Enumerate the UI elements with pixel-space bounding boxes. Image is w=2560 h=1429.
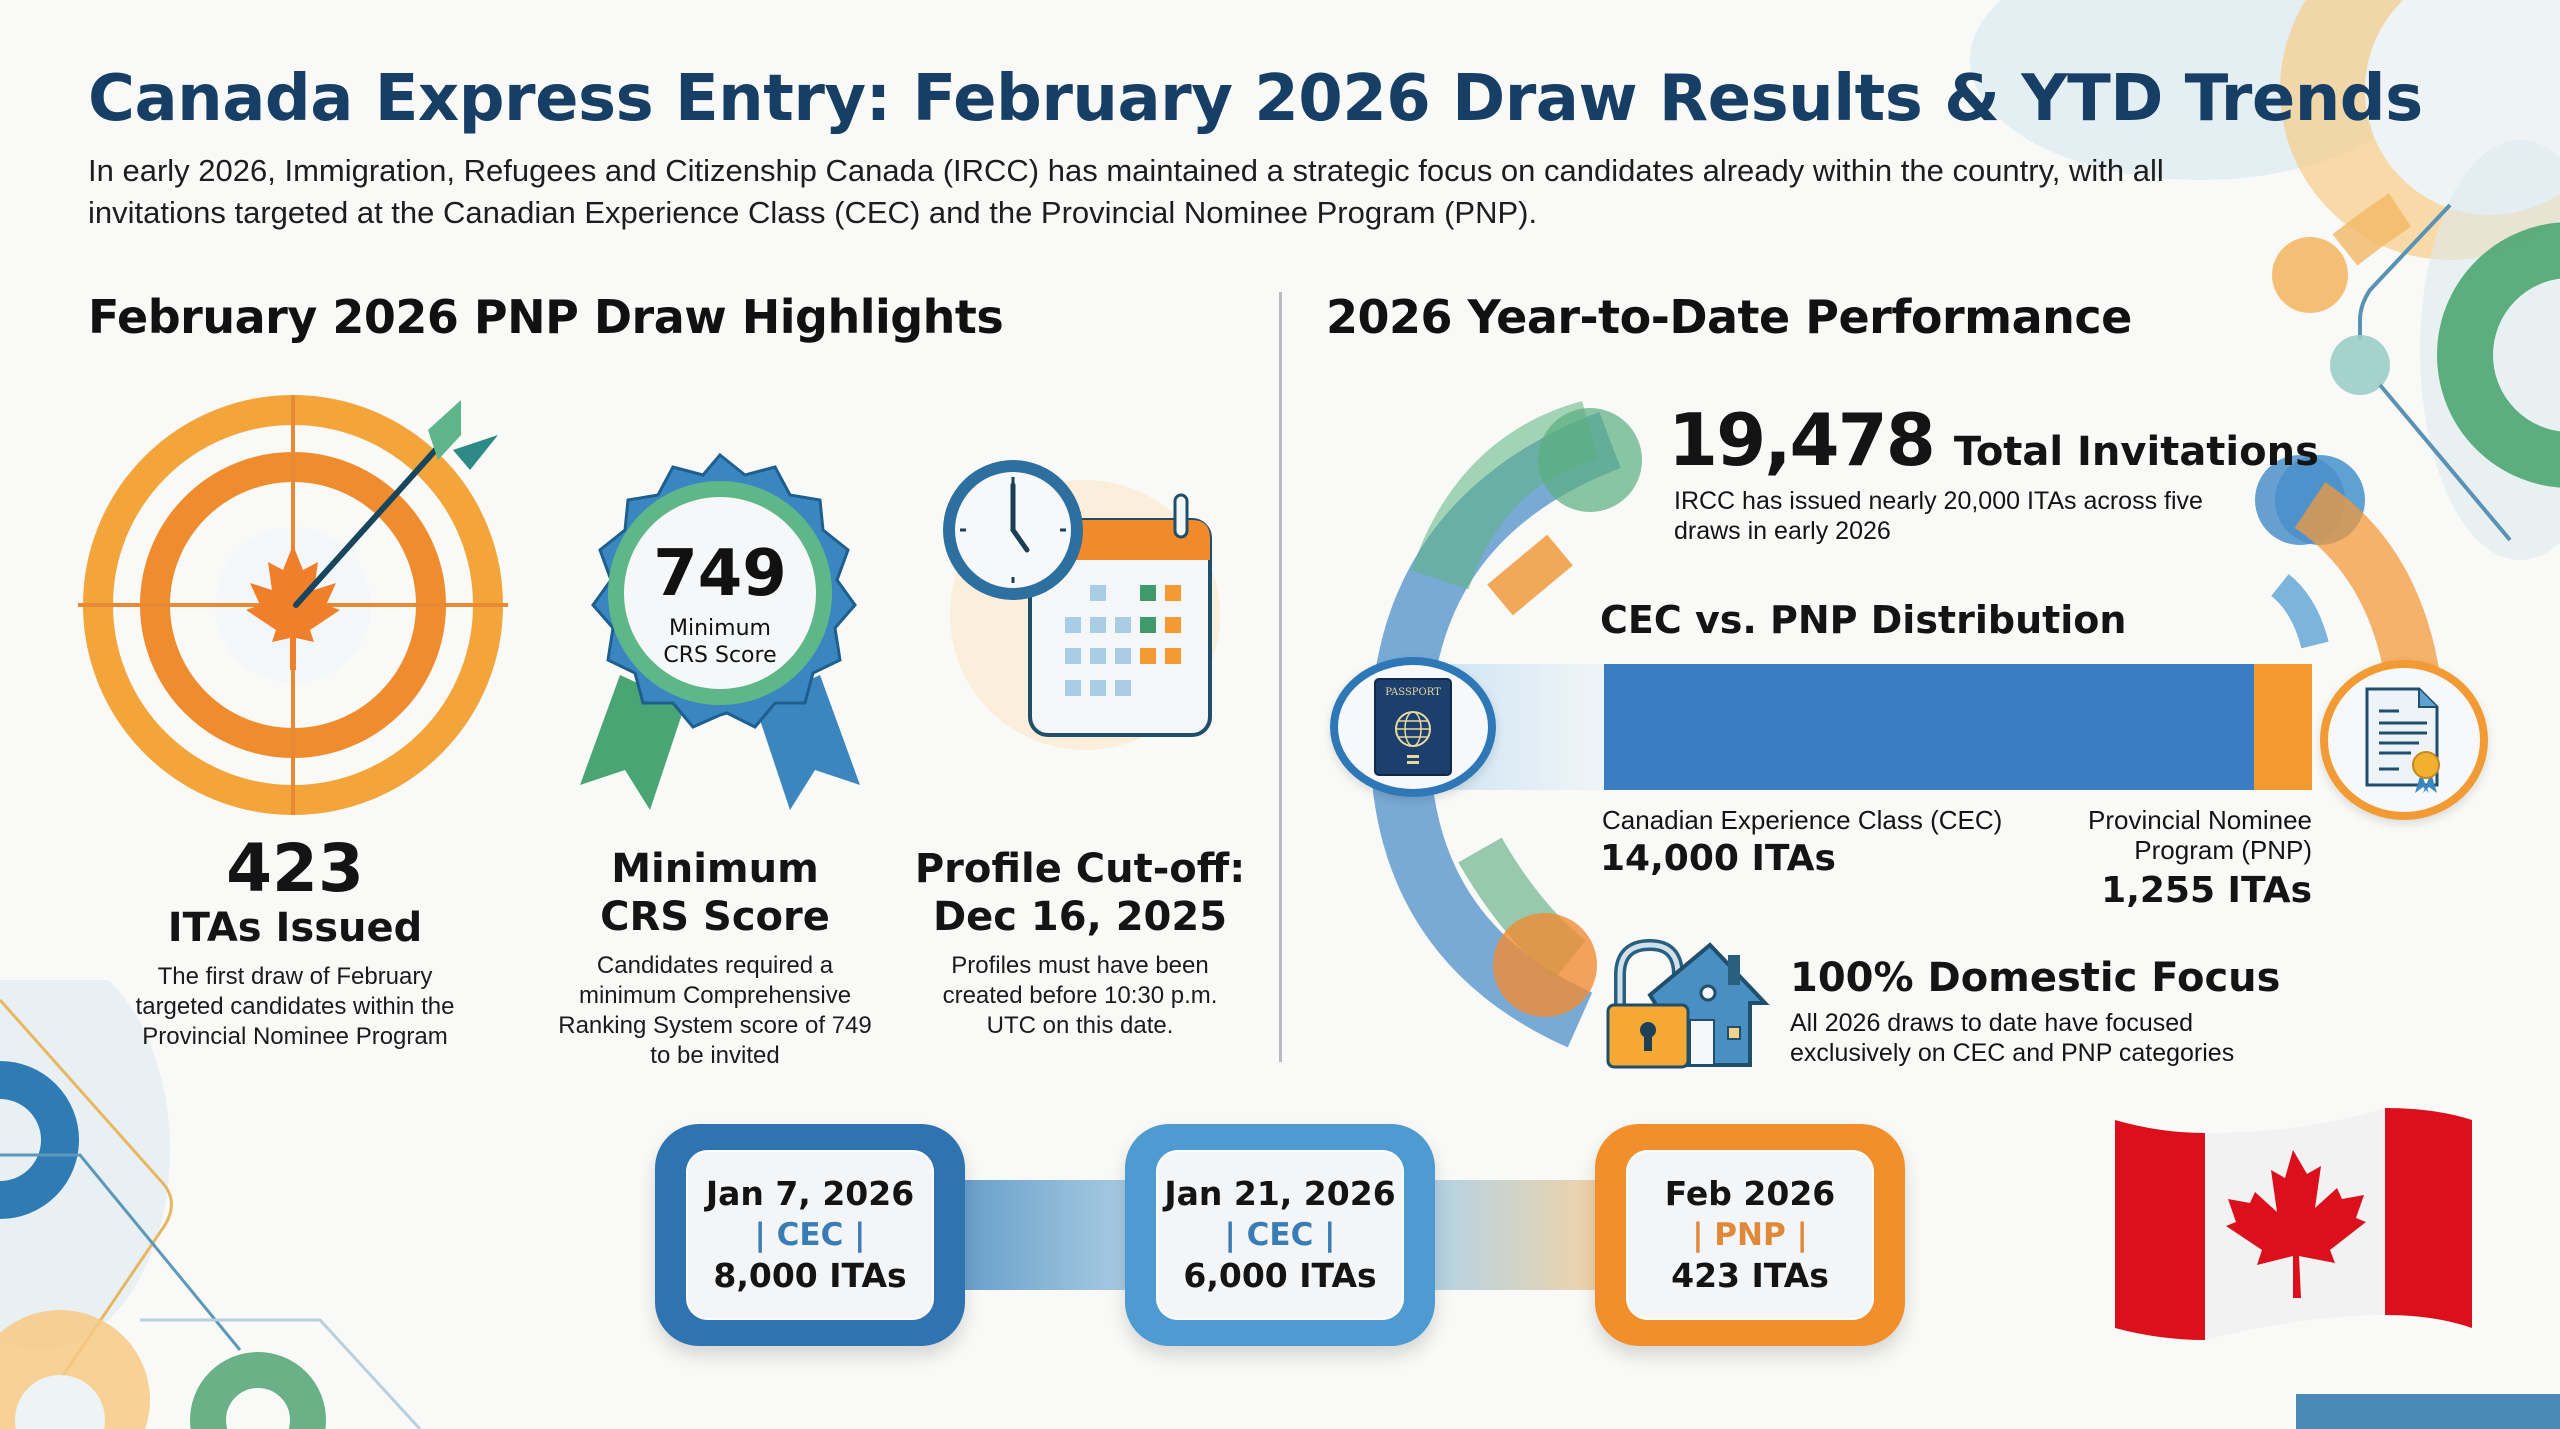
cec-value: 14,000 ITAs xyxy=(1600,838,1836,879)
itas-issued-title: ITAs Issued xyxy=(167,905,423,951)
certificate-icon xyxy=(2365,687,2440,793)
timeline-category: | PNP | xyxy=(1692,1217,1808,1253)
cec-bar-segment xyxy=(1604,664,2254,790)
pnp-bar-segment xyxy=(2253,664,2312,790)
total-invitations-label: Total Invitations xyxy=(1953,429,2319,475)
cutoff-title-2: Dec 16, 2025 xyxy=(932,894,1228,940)
lock-house-icon xyxy=(1606,938,1770,1069)
min-crs-description: Candidates required a minimum Comprehens… xyxy=(558,952,872,1069)
intro-paragraph: In early 2026, Immigration, Refugees and… xyxy=(88,153,2164,230)
timeline-card-jan-21: Jan 21, 2026 | CEC | 6,000 ITAs xyxy=(1125,1124,1435,1346)
timeline-date: Feb 2026 xyxy=(1664,1174,1836,1213)
section-divider xyxy=(1279,292,1282,1062)
svg-text:PASSPORT: PASSPORT xyxy=(1385,687,1441,698)
pnp-value: 1,255 ITAs xyxy=(2101,870,2312,911)
cutoff-description: Profiles must have been created before 1… xyxy=(942,952,1218,1039)
min-crs-title-1: Minimum xyxy=(611,846,819,892)
timeline-itas: 6,000 ITAs xyxy=(1183,1256,1377,1295)
domestic-focus-description: All 2026 draws to date have focused excl… xyxy=(1790,1008,2234,1068)
min-crs-stat: Minimum CRS Score Candidates required a … xyxy=(545,845,885,1071)
total-invitations: 19,478 Total Invitations xyxy=(1668,398,2319,482)
domestic-focus-heading: 100% Domestic Focus xyxy=(1790,955,2281,1001)
timeline-itas: 8,000 ITAs xyxy=(713,1256,907,1295)
timeline-category: | CEC | xyxy=(754,1217,866,1253)
pnp-label: Provincial Nominee Program (PNP) xyxy=(2030,805,2312,865)
footer-accent-bar xyxy=(2296,1394,2560,1429)
target-with-arrow-icon xyxy=(78,395,508,815)
distribution-heading: CEC vs. PNP Distribution xyxy=(1600,598,2127,642)
timeline-card-feb: Feb 2026 | PNP | 423 ITAs xyxy=(1595,1124,1905,1346)
svg-text:Minimum: Minimum xyxy=(669,616,771,641)
timeline-date: Jan 21, 2026 xyxy=(1164,1174,1396,1213)
cutoff-title-1: Profile Cut-off: xyxy=(914,846,1246,892)
timeline-date: Jan 7, 2026 xyxy=(705,1174,915,1213)
certificate-badge xyxy=(2320,660,2488,820)
timeline-card-jan-7: Jan 7, 2026 | CEC | 8,000 ITAs xyxy=(655,1124,965,1346)
itas-issued-description: The first draw of February targeted cand… xyxy=(135,963,455,1050)
page-title: Canada Express Entry: February 2026 Draw… xyxy=(88,62,2423,136)
clock-calendar-icon xyxy=(943,460,1220,750)
timeline-category: | CEC | xyxy=(1224,1217,1336,1253)
svg-text:CRS Score: CRS Score xyxy=(663,643,776,668)
timeline-connector-1 xyxy=(960,1180,1140,1290)
domestic-focus-desc-line-1: All 2026 draws to date have focused xyxy=(1790,1009,2194,1037)
award-ribbon-icon: 749 Minimum CRS Score xyxy=(580,452,860,810)
min-crs-title-2: CRS Score xyxy=(600,894,830,940)
highlights-heading: February 2026 PNP Draw Highlights xyxy=(88,290,1004,344)
passport-icon: PASSPORT xyxy=(1374,678,1452,776)
ytd-heading: 2026 Year-to-Date Performance xyxy=(1326,290,2132,344)
timeline-connector-2 xyxy=(1430,1180,1610,1290)
passport-badge: PASSPORT xyxy=(1330,657,1496,797)
distribution-bar xyxy=(1604,664,2312,790)
pnp-label-line-1: Provincial Nominee xyxy=(2088,805,2312,835)
cec-label: Canadian Experience Class (CEC) xyxy=(1602,805,2003,835)
domestic-focus-desc-line-2: exclusively on CEC and PNP categories xyxy=(1790,1039,2235,1067)
total-invitations-description: IRCC has issued nearly 20,000 ITAs acros… xyxy=(1674,487,2203,545)
canada-flag-icon xyxy=(2115,1108,2472,1340)
itas-issued-stat: 423 ITAs Issued The first draw of Februa… xyxy=(90,836,500,1052)
timeline-itas: 423 ITAs xyxy=(1671,1256,1829,1295)
itas-issued-value: 423 xyxy=(226,830,364,907)
pnp-label-line-2: Program (PNP) xyxy=(2134,835,2312,865)
profile-cutoff-stat: Profile Cut-off: Dec 16, 2025 Profiles m… xyxy=(910,845,1250,1041)
total-invitations-value: 19,478 xyxy=(1668,398,1936,482)
crs-badge-value: 749 xyxy=(653,537,787,611)
